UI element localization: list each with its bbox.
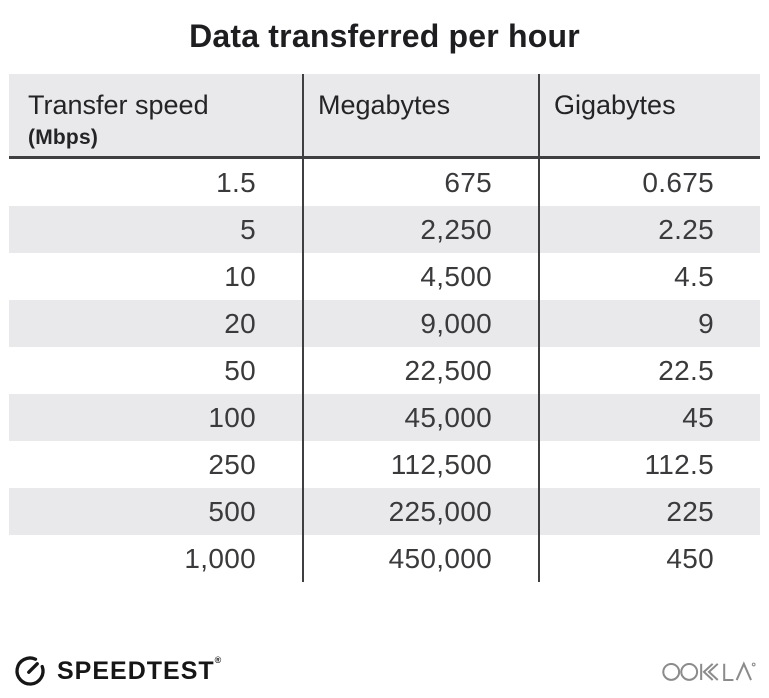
table-cell: 100: [208, 402, 256, 433]
table-cell: 4,500: [302, 253, 538, 300]
table-row: 100 45,000 45: [9, 394, 760, 441]
table-cell: 112.5: [538, 441, 760, 488]
table-cell: 2.25: [538, 206, 760, 253]
table-cell: 112,500: [302, 441, 538, 488]
column-header-transfer-speed: Transfer speed (Mbps): [9, 74, 302, 156]
table-row: 10 4,500 4.5: [9, 253, 760, 300]
column-header-transfer-speed-label: Transfer speed: [28, 90, 209, 120]
column-header-mbps-unit: (Mbps): [28, 126, 99, 149]
table-cell: 450: [538, 535, 760, 582]
table-cell: 5: [240, 214, 256, 245]
table-row: 1.5 675 0.675: [9, 159, 760, 206]
table-cell: 225: [538, 488, 760, 535]
table-body: 1.5 675 0.675 5 2,250 2.25 10 4,500 4.5 20 9,000 9 5…: [9, 159, 760, 582]
table-cell: 10: [224, 261, 256, 292]
ookla-letter-a: [735, 661, 752, 681]
table-row: 20 9,000 9: [9, 300, 760, 347]
table-row: 1,000 450,000 450: [9, 535, 760, 582]
table-row: 50 22,500 22.5: [9, 347, 760, 394]
table-cell: 4.5: [538, 253, 760, 300]
column-header-megabytes: Megabytes: [302, 74, 538, 156]
table-cell: 50: [224, 355, 256, 386]
ookla-letter-o2: [680, 662, 699, 681]
table-cell: 250: [208, 449, 256, 480]
table-cell: 0.675: [538, 159, 760, 206]
table-cell: 45,000: [302, 394, 538, 441]
table-cell: 9: [538, 300, 760, 347]
table-cell: 225,000: [302, 488, 538, 535]
ookla-letter-o1: [662, 662, 681, 681]
table-cell: 22,500: [302, 347, 538, 394]
ookla-letter-l: [723, 663, 734, 682]
speedtest-logo: SPEEDTEST®: [13, 654, 221, 688]
table-cell: 1,000: [184, 543, 256, 574]
table-cell: 45: [538, 394, 760, 441]
speedtest-gauge-icon: [13, 654, 47, 688]
registered-trademark-symbol: ®: [214, 654, 222, 665]
table-cell: 450,000: [302, 535, 538, 582]
table-cell: 22.5: [538, 347, 760, 394]
table-cell: 675: [302, 159, 538, 206]
table-cell: 9,000: [302, 300, 538, 347]
table-cell: 2,250: [302, 206, 538, 253]
column-header-gigabytes: Gigabytes: [538, 74, 760, 156]
ookla-trademark-mark: [751, 662, 756, 667]
footer: SPEEDTEST® OOKLA: [13, 650, 756, 692]
ookla-letter-k-chevron-1: [702, 663, 714, 681]
table-row: 250 112,500 112.5: [9, 441, 760, 488]
data-table: Transfer speed (Mbps) Megabytes Gigabyte…: [9, 74, 760, 582]
ookla-logo: OOKLA: [662, 658, 756, 684]
table-header-row: Transfer speed (Mbps) Megabytes Gigabyte…: [9, 74, 760, 159]
table-cell: 20: [224, 308, 256, 339]
table-cell: 500: [208, 496, 256, 527]
ookla-letter-k-chevron-2: [707, 663, 719, 681]
page-title: Data transferred per hour: [189, 18, 580, 54]
speedtest-wordmark: SPEEDTEST®: [57, 654, 222, 685]
table-cell: 1.5: [216, 167, 256, 198]
table-row: 5 2,250 2.25: [9, 206, 760, 253]
table-row: 500 225,000 225: [9, 488, 760, 535]
